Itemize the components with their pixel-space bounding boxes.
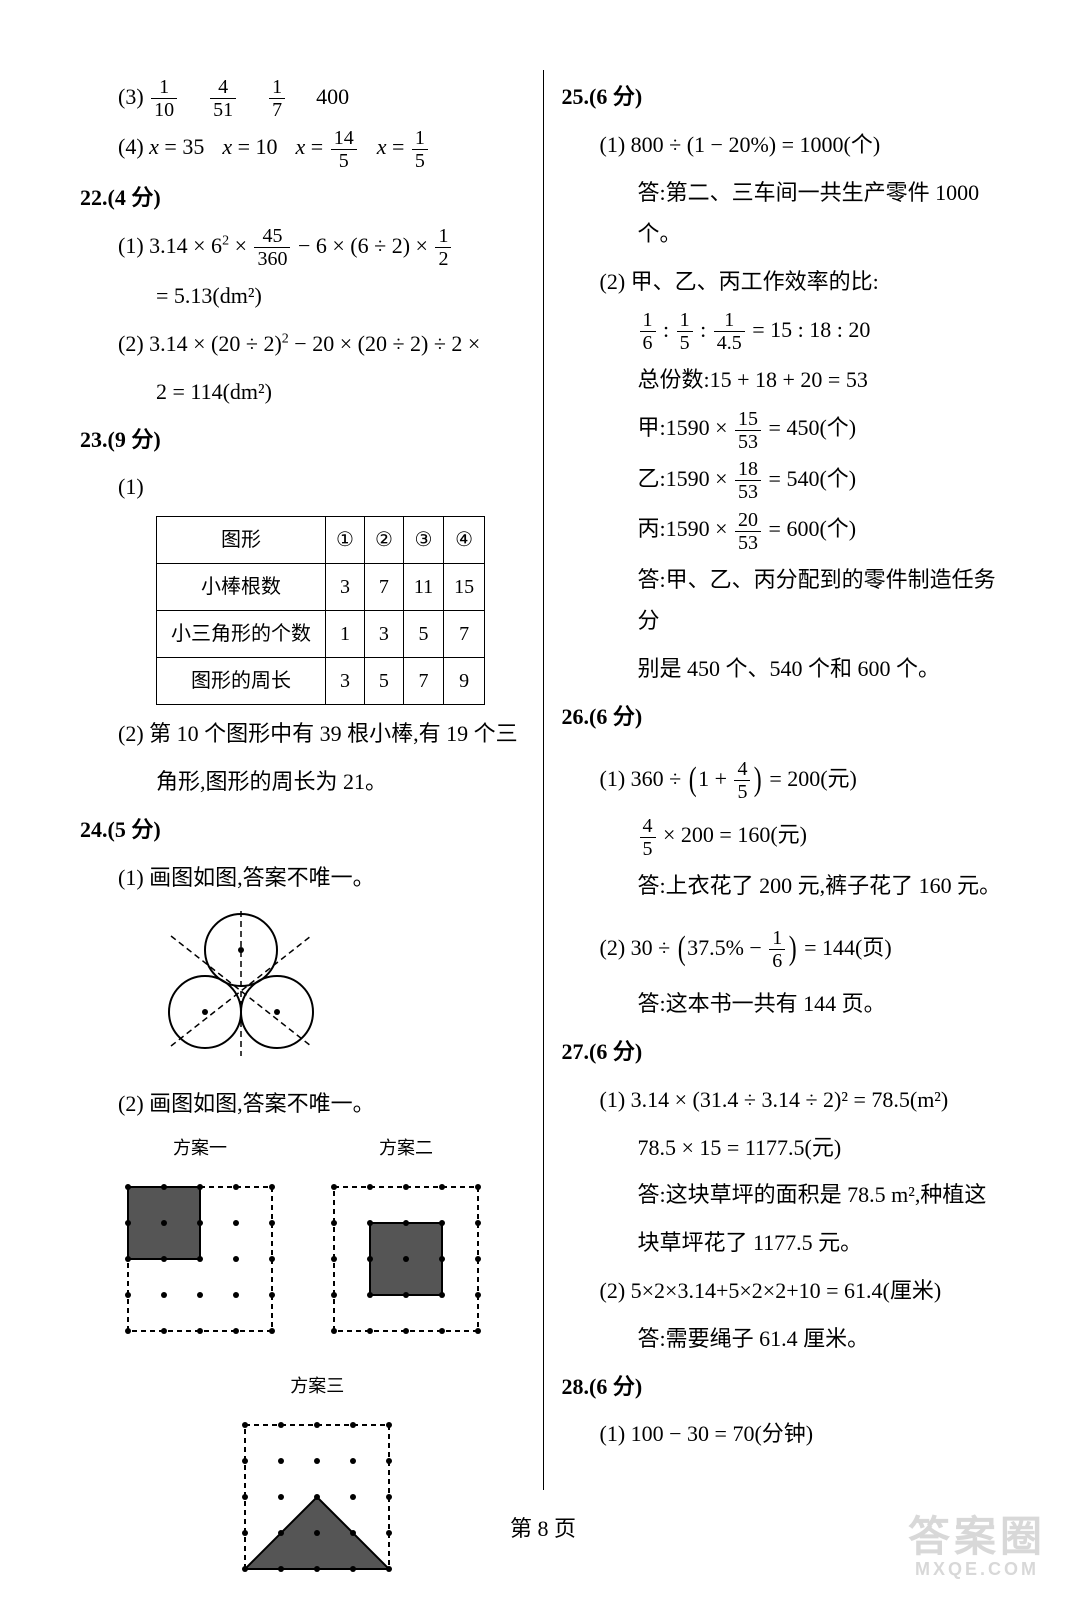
q27-1b: 78.5 × 15 = 1177.5(元) — [562, 1127, 1007, 1169]
q27-2-ans: 答:需要绳子 61.4 厘米。 — [562, 1318, 1007, 1360]
q23-2b: 角形,图形的周长为 21。 — [80, 761, 525, 803]
right-column: 25.(6 分) (1) 800 ÷ (1 − 20%) = 1000(个) 答… — [544, 70, 1007, 1490]
q24-circles-diagram — [156, 906, 525, 1075]
q28-head: 28.(6 分) — [562, 1366, 1007, 1408]
q25-2-yi: 乙:1590 × 1853 = 540(个) — [562, 458, 1007, 502]
left-column: (3) 110 451 17 400 (4) x = 35x = 10x = 1… — [80, 70, 544, 1490]
q26-1b: 45 × 200 = 160(元) — [562, 814, 1007, 858]
q24-plans-row2: 方案三 — [110, 1369, 525, 1601]
table-row: 小三角形的个数1357 — [157, 611, 485, 658]
q25-2-jia: 甲:1590 × 1553 = 450(个) — [562, 407, 1007, 451]
q24-plans-row1: 方案一 方案二 — [110, 1131, 525, 1363]
q26-head: 26.(6 分) — [562, 696, 1007, 738]
q23-head: 23.(9 分) — [80, 419, 525, 461]
q25-2-ratio: 16 : 15 : 14.5 = 15 : 18 : 20 — [562, 309, 1007, 353]
plan1-diagram — [110, 1169, 290, 1349]
q24-head: 24.(5 分) — [80, 809, 525, 851]
q26-2: (2) 30 ÷ (37.5% − 16) = 144(页) — [562, 913, 1007, 978]
plan3-diagram — [227, 1407, 407, 1587]
watermark: 答案圈 MXQE.COM — [908, 1514, 1046, 1580]
q22-1: (1) 3.14 × 62 × 45360 − 6 × (6 ÷ 2) × 12 — [80, 225, 525, 269]
q27-head: 27.(6 分) — [562, 1031, 1007, 1073]
q25-2-bing: 丙:1590 × 2053 = 600(个) — [562, 508, 1007, 552]
q25-2-ans2: 别是 450 个、540 个和 600 个。 — [562, 648, 1007, 690]
q23-2a: (2) 第 10 个图形中有 39 根小棒,有 19 个三 — [80, 713, 525, 755]
q27-1: (1) 3.14 × (31.4 ÷ 3.14 ÷ 2)² = 78.5(m²) — [562, 1079, 1007, 1121]
q22-2-res: 2 = 114(dm²) — [80, 371, 525, 413]
q24-2: (2) 画图如图,答案不唯一。 — [80, 1083, 525, 1125]
plan1-caption: 方案一 — [110, 1131, 290, 1165]
q25-2-sum: 总份数:15 + 18 + 20 = 53 — [562, 359, 1007, 401]
q26-1: (1) 360 ÷ (1 + 45) = 200(元) — [562, 744, 1007, 809]
q22-1-res: = 5.13(dm²) — [80, 275, 525, 317]
table-row: 图形 ① ② ③ ④ — [157, 517, 485, 564]
q22-2: (2) 3.14 × (20 ÷ 2)2 − 20 × (20 ÷ 2) ÷ 2… — [80, 323, 525, 365]
q27-2: (2) 5×2×3.14+5×2×2+10 = 61.4(厘米) — [562, 1270, 1007, 1312]
q25-head: 25.(6 分) — [562, 76, 1007, 118]
q25-1: (1) 800 ÷ (1 − 20%) = 1000(个) — [562, 124, 1007, 166]
q28-1: (1) 100 − 30 = 70(分钟) — [562, 1413, 1007, 1455]
plan3-caption: 方案三 — [227, 1369, 407, 1403]
q23-table: 图形 ① ② ③ ④ 小棒根数371115 小三角形的个数1357 图形的周长3… — [156, 516, 485, 705]
q27-1-ans2: 块草坪花了 1177.5 元。 — [562, 1222, 1007, 1264]
q27-1-ans1: 答:这块草坪的面积是 78.5 m²,种植这 — [562, 1174, 1007, 1216]
q23-sub: (1) — [80, 466, 525, 508]
q21-4: (4) x = 35x = 10x = 145x = 15 — [80, 126, 525, 170]
q21-3: (3) 110 451 17 400 — [80, 76, 525, 120]
q22-head: 22.(4 分) — [80, 177, 525, 219]
q26-1-ans: 答:上衣花了 200 元,裤子花了 160 元。 — [562, 865, 1007, 907]
table-row: 小棒根数371115 — [157, 564, 485, 611]
q25-2: (2) 甲、乙、丙工作效率的比: — [562, 261, 1007, 303]
table-row: 图形的周长3579 — [157, 658, 485, 705]
q25-1-ans: 答:第二、三车间一共生产零件 1000 个。 — [562, 172, 1007, 256]
plan2-diagram — [316, 1169, 496, 1349]
plan2-caption: 方案二 — [316, 1131, 496, 1165]
q26-2-ans: 答:这本书一共有 144 页。 — [562, 983, 1007, 1025]
q25-2-ans1: 答:甲、乙、丙分配到的零件制造任务分 — [562, 559, 1007, 643]
q24-1: (1) 画图如图,答案不唯一。 — [80, 857, 525, 899]
